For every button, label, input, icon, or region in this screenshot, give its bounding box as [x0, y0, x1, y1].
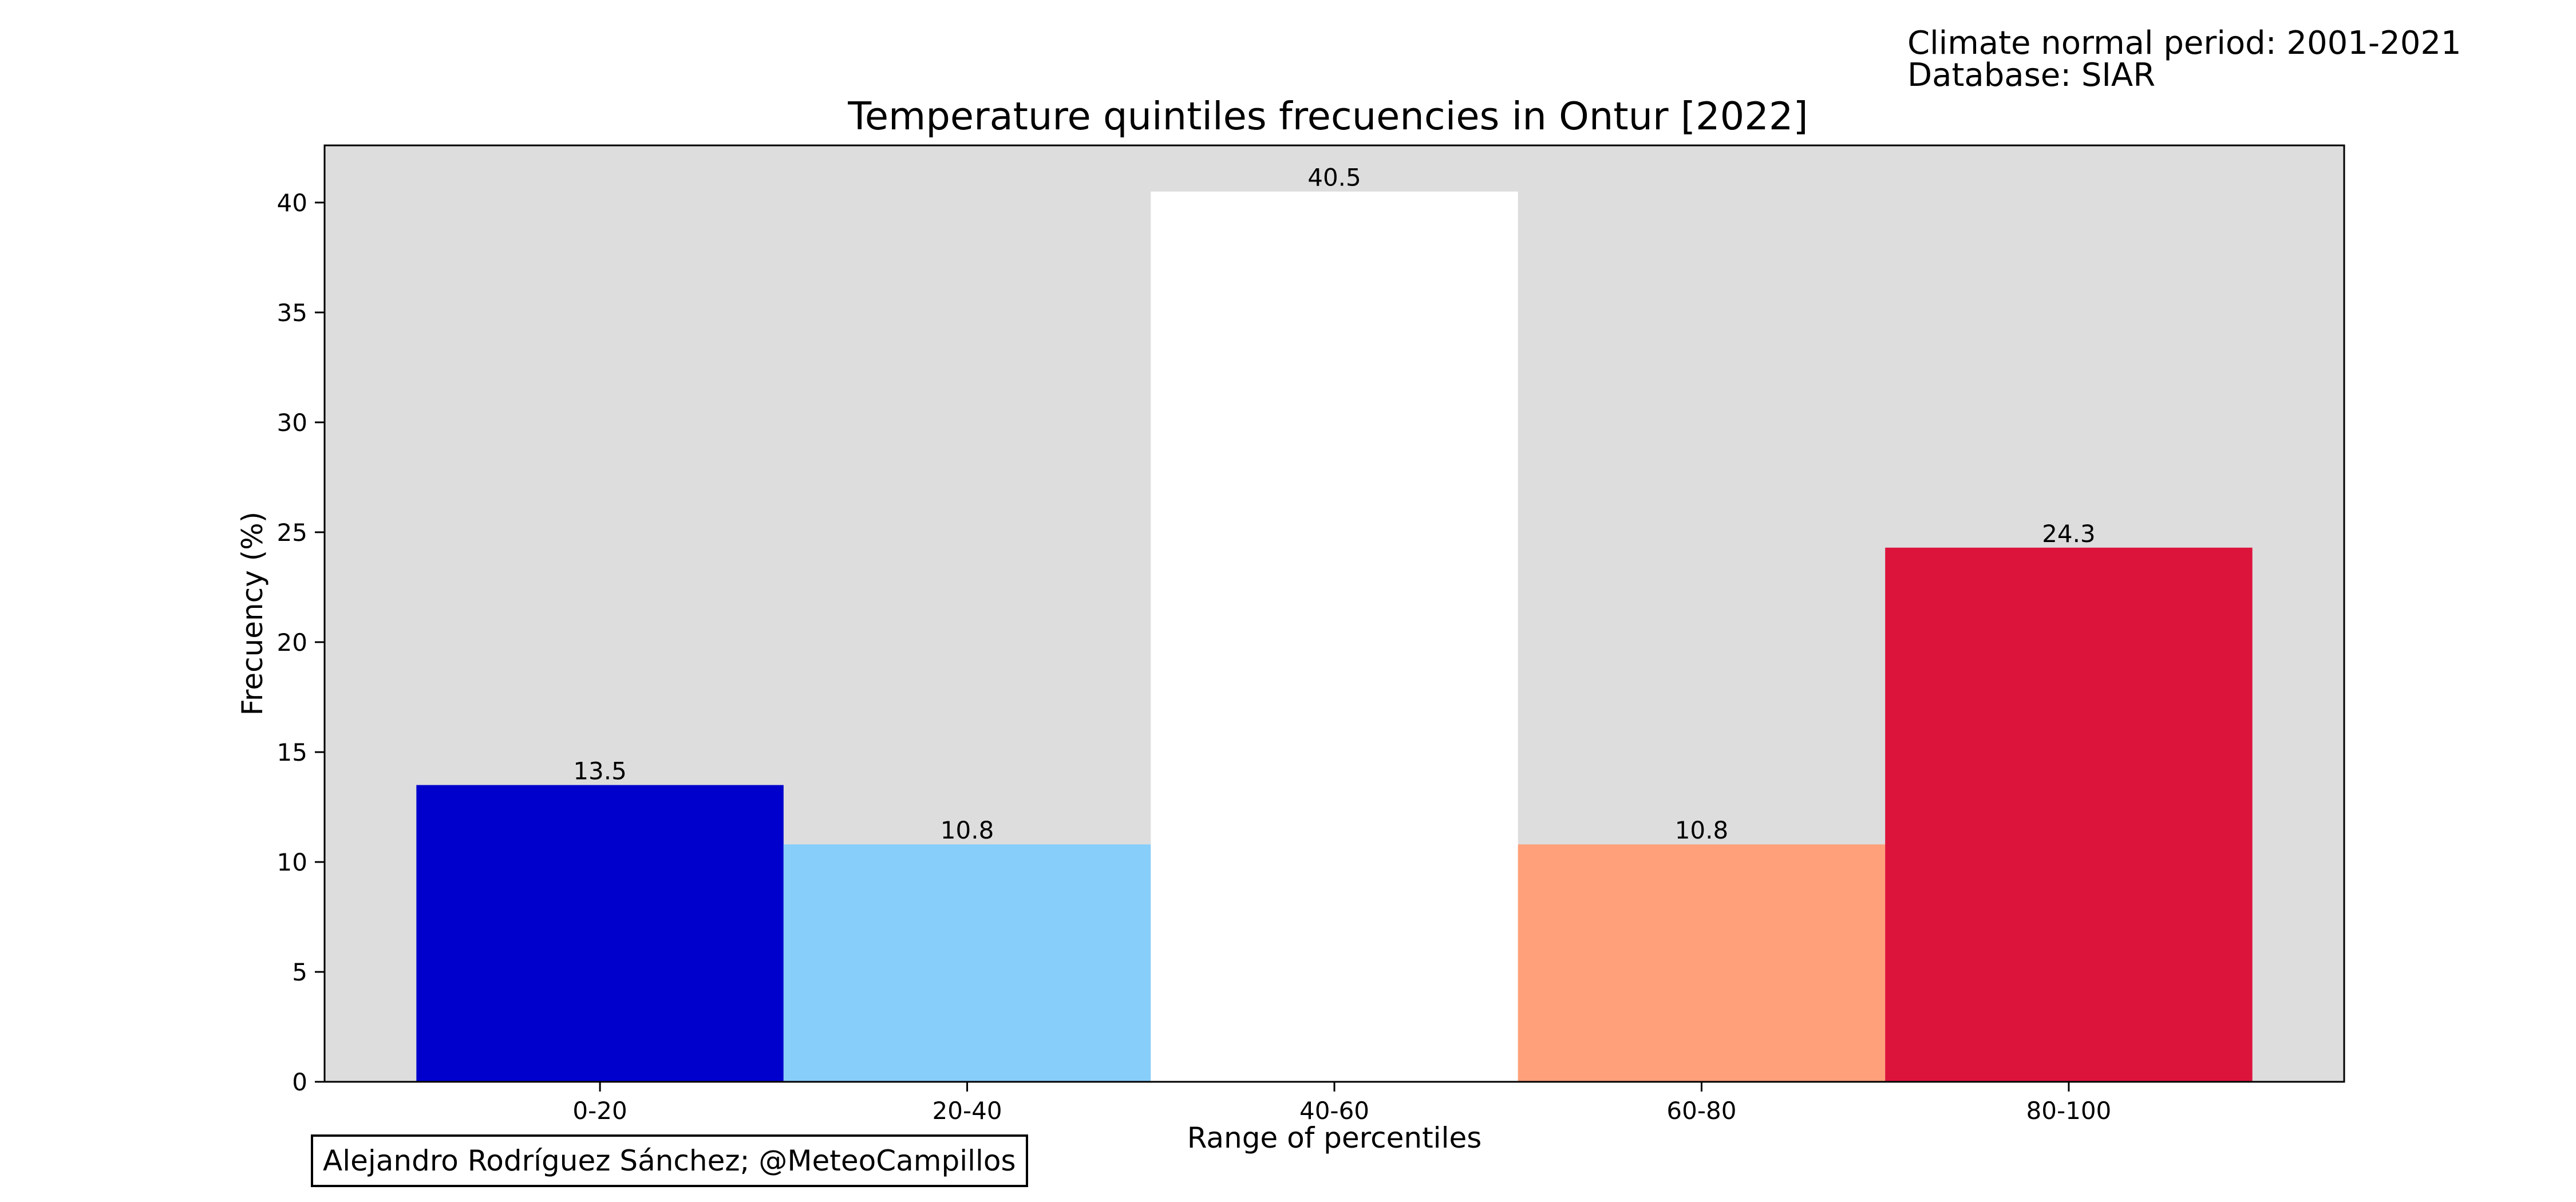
- y-tick-label: 20: [277, 628, 307, 657]
- x-axis-label: Range of percentiles: [1187, 1121, 1482, 1154]
- y-axis-label: Frecuency (%): [236, 512, 269, 715]
- y-axis: 0 5 10 15 20 25 30 35 40: [277, 189, 325, 1096]
- y-tick-label: 40: [277, 189, 307, 217]
- y-tick-label: 30: [277, 409, 307, 437]
- y-tick-label: 35: [277, 299, 307, 327]
- database-note: Database: SIAR: [1907, 57, 2156, 94]
- x-tick-label-20-40: 20-40: [933, 1097, 1002, 1125]
- y-tick-label: 5: [292, 958, 307, 986]
- value-labels: 13.5 10.8 40.5 10.8 24.3: [573, 164, 2095, 845]
- x-tick-label-0-20: 0-20: [572, 1097, 627, 1125]
- x-tick-label-60-80: 60-80: [1666, 1097, 1736, 1125]
- bar-60-80: [1518, 844, 1886, 1082]
- bars: [416, 191, 2253, 1082]
- bar-20-40: [783, 844, 1151, 1082]
- chart-title: Temperature quintiles frecuencies in Ont…: [848, 94, 1808, 139]
- y-tick-label: 15: [277, 738, 307, 766]
- value-label-0-20: 13.5: [573, 757, 627, 785]
- y-tick-label: 25: [277, 519, 307, 547]
- normal-period-note: Climate normal period: 2001-2021: [1907, 25, 2462, 62]
- bar-80-100: [1885, 547, 2253, 1082]
- bar-0-20: [416, 785, 784, 1082]
- y-tick-label: 0: [292, 1068, 307, 1096]
- credit-text: Alejandro Rodríguez Sánchez; @MeteoCampi…: [323, 1144, 1016, 1177]
- bar-40-60: [1151, 191, 1518, 1082]
- value-label-20-40: 10.8: [941, 816, 994, 844]
- x-tick-label-40-60: 40-60: [1299, 1097, 1369, 1125]
- value-label-40-60: 40.5: [1307, 164, 1361, 192]
- value-label-60-80: 10.8: [1675, 816, 1729, 844]
- y-tick-label: 10: [277, 848, 307, 876]
- credit-box: Alejandro Rodríguez Sánchez; @MeteoCampi…: [311, 1134, 1028, 1187]
- x-axis: 0-20 20-40 40-60 60-80 80-100: [572, 1082, 2111, 1125]
- x-tick-label-80-100: 80-100: [2026, 1097, 2112, 1125]
- value-label-80-100: 24.3: [2042, 520, 2096, 548]
- plot-frame: [323, 144, 2345, 1083]
